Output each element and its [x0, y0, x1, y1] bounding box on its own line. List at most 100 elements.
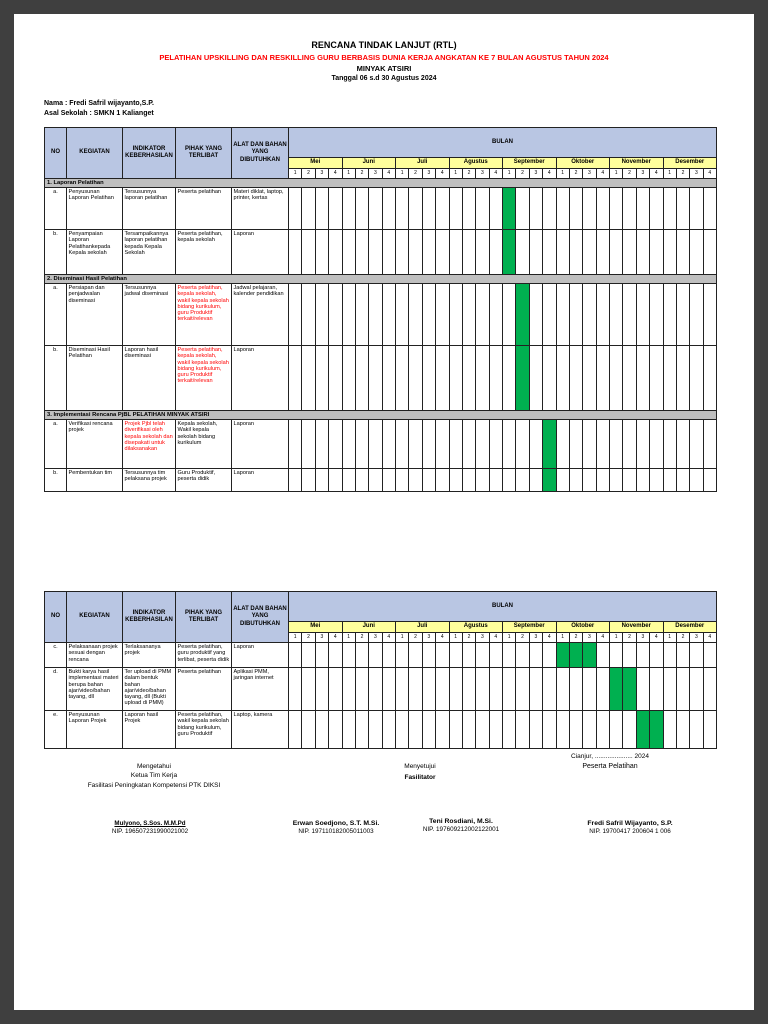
week-number-header: 4	[542, 168, 557, 179]
gantt-week-cell	[622, 283, 637, 346]
signer-name: Erwan Soedjono, S.T. M.Si.	[292, 820, 380, 827]
gantt-week-cell	[515, 642, 530, 668]
cell-no: a.	[44, 187, 67, 230]
gantt-week-cell	[568, 468, 584, 492]
signature-header-middle: Menyetujui Fasilitator	[320, 762, 520, 783]
gantt-week-cell	[515, 468, 530, 492]
cell-pihak: Peserta pelatihan	[175, 187, 232, 230]
gantt-bar-cell	[555, 642, 570, 668]
month-header-mei: Mei	[288, 157, 343, 169]
month-header-juli: Juli	[395, 157, 450, 169]
gantt-week-cell	[488, 283, 504, 346]
gantt-week-cell	[635, 642, 651, 668]
gantt-week-cell	[461, 468, 477, 492]
gantt-week-cell	[702, 283, 718, 346]
gantt-week-cell	[435, 345, 450, 411]
week-number-header: 4	[649, 632, 664, 643]
week-number-header: 3	[635, 168, 651, 179]
document-header: RENCANA TINDAK LANJUT (RTL) PELATIHAN UP…	[14, 40, 754, 82]
gantt-week-cell	[354, 345, 370, 411]
month-header-september: September	[502, 621, 557, 633]
gantt-week-cell	[354, 187, 370, 230]
gantt-week-cell	[301, 229, 316, 275]
gantt-week-cell	[635, 345, 651, 411]
gantt-week-cell	[702, 229, 718, 275]
cell-alat: Laporan	[231, 642, 289, 668]
gantt-week-cell	[287, 642, 303, 668]
gantt-week-cell	[662, 187, 677, 230]
gantt-week-cell	[475, 345, 490, 411]
gantt-week-cell	[314, 468, 330, 492]
gantt-week-cell	[314, 710, 330, 749]
week-number-header: 2	[675, 632, 691, 643]
signature-place-date: Cianjur, ..................... 2024	[570, 753, 650, 760]
gantt-week-cell	[689, 468, 704, 492]
section-header: 2. Diseminasi Hasil Pelatihan	[44, 274, 717, 284]
gantt-week-cell	[568, 345, 584, 411]
gantt-week-cell	[675, 419, 691, 469]
gantt-week-cell	[582, 468, 597, 492]
cell-alat: Laporan	[231, 419, 289, 469]
week-number-header: 1	[555, 632, 570, 643]
week-number-header: 3	[635, 632, 651, 643]
gantt-week-cell	[421, 642, 437, 668]
gantt-week-cell	[328, 345, 343, 411]
month-header-agustus: Agustus	[448, 621, 503, 633]
gantt-week-cell	[314, 642, 330, 668]
gantt-week-cell	[408, 710, 423, 749]
gantt-week-cell	[555, 229, 570, 275]
gantt-week-cell	[501, 710, 517, 749]
gantt-week-cell	[328, 283, 343, 346]
gantt-week-cell	[595, 419, 611, 469]
gantt-week-cell	[301, 710, 316, 749]
gantt-week-cell	[675, 667, 691, 711]
signer-nip: NIP. 19700417 200604 1 006	[589, 828, 671, 835]
rtl-gantt-table-lower: NO KEGIATAN INDIKATOR KEBERHASILAN PIHAK YA…	[44, 591, 718, 749]
gantt-week-cell	[702, 710, 718, 749]
gantt-week-cell	[528, 419, 544, 469]
gantt-week-cell	[381, 345, 397, 411]
column-header-indikator: INDIKATOR KEBERHASILAN	[122, 127, 176, 179]
gantt-week-cell	[341, 667, 356, 711]
month-header-juli: Juli	[395, 621, 450, 633]
gantt-week-cell	[287, 667, 303, 711]
activity-row: a. Penyusunan Laporan Pelatihan Tersusunny…	[44, 187, 718, 230]
week-number-header: 4	[595, 168, 611, 179]
week-number-header: 2	[515, 168, 530, 179]
week-number-header: 2	[675, 168, 691, 179]
gantt-bar-cell	[608, 667, 624, 711]
gantt-week-cell	[608, 710, 624, 749]
gantt-week-cell	[381, 468, 397, 492]
gantt-week-cell	[314, 187, 330, 230]
gantt-bar-cell	[515, 283, 530, 346]
gantt-week-cell	[381, 642, 397, 668]
activity-row: d. Bukti karya hasil implementasi materi …	[44, 667, 718, 711]
gantt-week-cell	[368, 710, 383, 749]
gantt-week-cell	[461, 187, 477, 230]
gantt-week-cell	[568, 667, 584, 711]
week-number-header: 1	[608, 168, 624, 179]
gantt-week-cell	[314, 667, 330, 711]
week-number-header: 1	[448, 168, 463, 179]
cell-kegiatan: Verifikasi rencana projek	[66, 419, 123, 469]
gantt-week-cell	[421, 667, 437, 711]
week-number-header: 2	[354, 632, 370, 643]
gantt-week-cell	[675, 345, 691, 411]
gantt-week-cell	[354, 642, 370, 668]
gantt-bar-cell	[542, 468, 557, 492]
sig-left-line1: Mengetahui	[137, 763, 171, 770]
cell-kegiatan: Penyusunan Laporan Pelatihan	[66, 187, 123, 230]
gantt-week-cell	[475, 229, 490, 275]
gantt-week-cell	[675, 187, 691, 230]
gantt-week-cell	[595, 187, 611, 230]
gantt-week-cell	[394, 642, 410, 668]
gantt-week-cell	[662, 283, 677, 346]
column-header-no: NO	[44, 127, 67, 179]
week-number-header: 4	[328, 632, 343, 643]
activity-row: b. Pembentukan tim Tersusunnya tim pelaksa…	[44, 468, 718, 492]
gantt-week-cell	[528, 667, 544, 711]
activity-row: e. Penyusunan Laporan Projek Laporan hasil…	[44, 710, 718, 749]
gantt-week-cell	[528, 468, 544, 492]
gantt-week-cell	[582, 710, 597, 749]
gantt-week-cell	[394, 468, 410, 492]
